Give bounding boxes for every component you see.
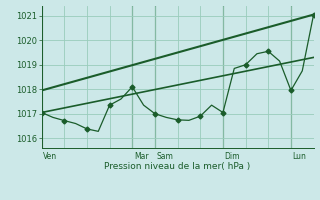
- Text: Mar: Mar: [134, 152, 148, 161]
- Text: Lun: Lun: [292, 152, 307, 161]
- Text: Ven: Ven: [43, 152, 57, 161]
- X-axis label: Pression niveau de la mer( hPa ): Pression niveau de la mer( hPa ): [104, 162, 251, 171]
- Text: Dim: Dim: [225, 152, 240, 161]
- Text: Sam: Sam: [156, 152, 173, 161]
